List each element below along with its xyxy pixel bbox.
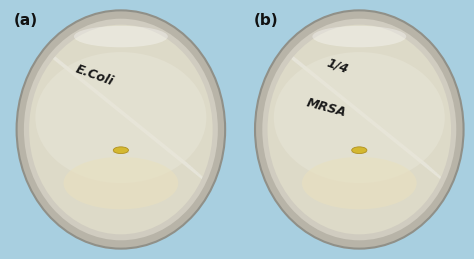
Ellipse shape <box>11 7 231 252</box>
Ellipse shape <box>0 0 254 259</box>
Ellipse shape <box>112 152 129 153</box>
Ellipse shape <box>227 0 474 259</box>
Ellipse shape <box>351 152 368 153</box>
Ellipse shape <box>0 1 242 258</box>
Text: (a): (a) <box>14 13 38 28</box>
Ellipse shape <box>238 1 474 258</box>
Ellipse shape <box>36 52 206 183</box>
Ellipse shape <box>267 25 451 234</box>
Text: E.Coli: E.Coli <box>73 63 115 89</box>
Ellipse shape <box>255 10 464 249</box>
Ellipse shape <box>5 4 237 255</box>
Ellipse shape <box>17 10 225 249</box>
Ellipse shape <box>262 19 456 240</box>
Ellipse shape <box>312 26 406 47</box>
Ellipse shape <box>302 157 417 209</box>
Ellipse shape <box>274 52 445 183</box>
Ellipse shape <box>232 0 474 259</box>
Ellipse shape <box>249 7 469 252</box>
Ellipse shape <box>352 147 367 154</box>
Ellipse shape <box>74 26 168 47</box>
Ellipse shape <box>113 147 128 154</box>
Text: MRSA: MRSA <box>305 96 347 120</box>
Ellipse shape <box>24 19 218 240</box>
Ellipse shape <box>244 4 474 255</box>
Text: 1/4: 1/4 <box>325 56 350 76</box>
Ellipse shape <box>29 25 213 234</box>
Ellipse shape <box>0 0 248 259</box>
Ellipse shape <box>64 157 178 209</box>
Text: (b): (b) <box>254 13 278 28</box>
